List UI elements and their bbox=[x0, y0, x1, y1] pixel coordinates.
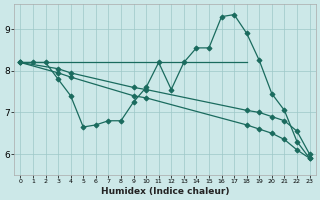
X-axis label: Humidex (Indice chaleur): Humidex (Indice chaleur) bbox=[101, 187, 229, 196]
